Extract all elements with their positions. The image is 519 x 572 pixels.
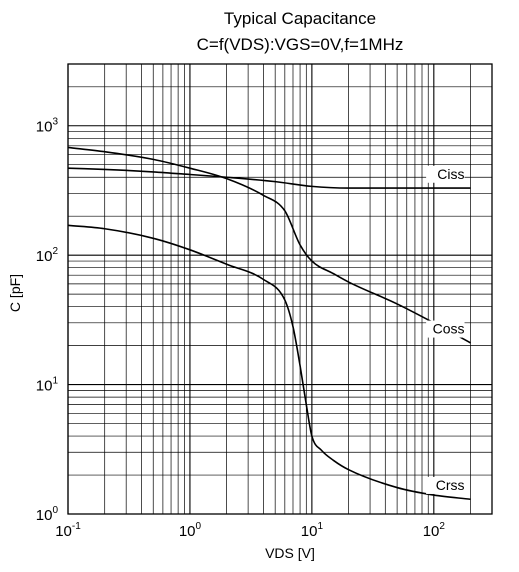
series-label-background: [426, 476, 465, 494]
x-tick-label: 100: [179, 521, 202, 540]
y-axis-label: C [pF]: [7, 274, 23, 312]
y-tick-label: 101: [36, 376, 59, 395]
y-tick-label: 102: [36, 246, 59, 265]
series-label-crss: Crss: [436, 477, 465, 493]
x-tick-label: 102: [423, 521, 446, 540]
series-line-crss: [67, 224, 471, 501]
chart-title: Typical Capacitance: [224, 9, 376, 28]
series-label-background: [426, 320, 465, 338]
y-tick-label: 103: [36, 117, 59, 136]
y-tick-label: 100: [36, 505, 59, 524]
x-tick-label: 101: [301, 521, 324, 540]
series-line-coss: [67, 146, 471, 344]
x-axis-label: VDS [V]: [265, 545, 315, 561]
plot-frame: [67, 63, 493, 515]
series-label-background: [426, 165, 465, 183]
grid: [67, 63, 493, 515]
series-label-coss: Coss: [433, 321, 465, 337]
x-tick-label: 10-1: [55, 521, 81, 540]
series-line-ciss: [67, 167, 471, 189]
chart-subtitle: C=f(VDS):VGS=0V,f=1MHz: [197, 35, 404, 54]
series-label-ciss: Ciss: [437, 166, 464, 182]
series-lines: Ciss Coss Crss: [67, 146, 471, 501]
